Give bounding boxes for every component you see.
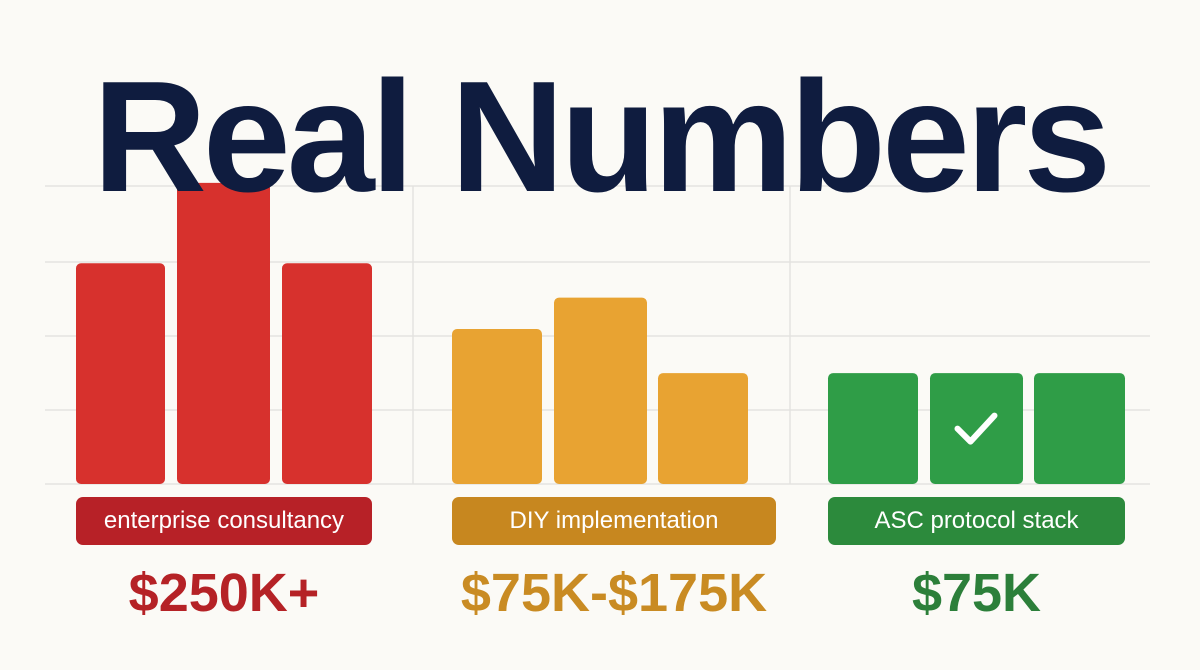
bar-diy-implementation-3: [658, 373, 748, 484]
bar-diy-implementation-2: [554, 297, 647, 484]
group-label: enterprise consultancy: [76, 497, 372, 545]
bar-enterprise-consultancy-3: [282, 263, 372, 484]
bar-enterprise-consultancy-2: [177, 182, 270, 484]
bar-asc-protocol-stack-1: [828, 373, 918, 484]
bar-diy-implementation-1: [452, 329, 542, 484]
group-cost: $75K: [911, 563, 1042, 623]
bar-asc-protocol-stack-3: [1034, 373, 1125, 484]
group-cost: $250K+: [128, 563, 320, 623]
checkmark-icon: [954, 412, 998, 445]
group-cost: $75K-$175K: [460, 563, 768, 623]
group-label: ASC protocol stack: [828, 497, 1125, 545]
page-title: Real Numbers: [92, 49, 1112, 225]
bar-asc-protocol-stack-2: [930, 373, 1023, 484]
group-label: DIY implementation: [452, 497, 776, 545]
bar-enterprise-consultancy-1: [76, 263, 165, 484]
